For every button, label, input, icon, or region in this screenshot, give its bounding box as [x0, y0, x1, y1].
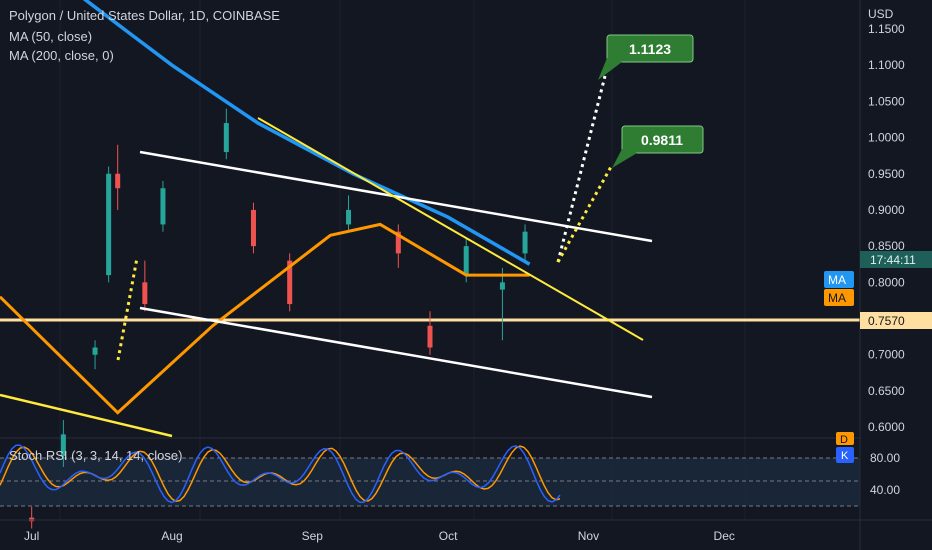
candle: [60, 419, 66, 467]
target-1[interactable]: 1.1123: [598, 34, 694, 80]
price-tick: 0.6000: [868, 420, 905, 434]
candle-body: [160, 188, 166, 225]
price-tick: 0.8500: [868, 239, 905, 253]
svg-text:80.00: 80.00: [870, 451, 900, 465]
price-tick: 0.9000: [868, 203, 905, 217]
candle-body: [395, 231, 401, 254]
channel-lower[interactable]: [139, 306, 653, 399]
price-tick: 1.0000: [868, 131, 905, 145]
time-tick: Oct: [439, 529, 458, 543]
projection-2: [556, 164, 614, 263]
candle-body: [463, 246, 469, 276]
candle-body: [287, 260, 293, 305]
candle-body: [142, 282, 148, 305]
target-2-label: 0.9811: [641, 132, 683, 148]
target-1-label: 1.1123: [629, 41, 671, 57]
target-2[interactable]: 0.9811: [612, 125, 704, 168]
ma-blue-badge[interactable]: [824, 271, 854, 288]
candles: [29, 108, 528, 529]
trendline-lower[interactable]: [0, 393, 173, 438]
candle: [250, 202, 256, 254]
candle-body: [250, 209, 256, 247]
trendline-upper[interactable]: [257, 117, 644, 341]
stoch-ticks: 80.00 40.00: [870, 451, 900, 497]
ma200-line[interactable]: [0, 222, 530, 415]
countdown-text: 17:44:11: [870, 253, 916, 267]
candle: [223, 108, 229, 160]
price-tick: 0.8000: [868, 275, 905, 289]
candle-body: [106, 173, 112, 276]
time-tick: Dec: [714, 529, 735, 543]
stoch-rsi-label[interactable]: Stoch RSI (3, 3, 14, 14, close): [9, 448, 183, 463]
candle: [287, 253, 293, 312]
candle: [160, 180, 166, 232]
grid: [59, 0, 746, 520]
time-tick: Aug: [161, 529, 182, 543]
ma50-line[interactable]: [0, 0, 531, 266]
candle-body: [346, 209, 352, 225]
candle: [29, 506, 35, 529]
price-tick: 0.6500: [868, 384, 905, 398]
stoch-band: [0, 458, 860, 506]
indicator-ma50[interactable]: MA (50, close): [9, 29, 93, 44]
stoch-k-line: [0, 444, 561, 504]
svg-text:K: K: [841, 450, 849, 462]
time-tick: Nov: [578, 529, 599, 543]
price-tick: 0.7000: [868, 348, 905, 362]
candle: [427, 311, 433, 355]
svg-text:MA: MA: [828, 273, 846, 287]
svg-text:0.7570: 0.7570: [868, 314, 905, 328]
stoch-k-tag[interactable]: [836, 447, 854, 463]
candle-body: [60, 434, 66, 457]
candle-body: [223, 123, 229, 153]
candle: [142, 260, 148, 312]
stoch-d-tag[interactable]: [836, 432, 854, 445]
pump-projection: [116, 257, 139, 361]
candle: [106, 166, 112, 283]
candle-body: [92, 347, 98, 355]
candle: [499, 267, 505, 341]
candle: [395, 224, 401, 268]
svg-text:40.00: 40.00: [870, 483, 900, 497]
price-tick: 0.9500: [868, 167, 905, 181]
time-tick: Sep: [302, 529, 324, 543]
candle: [92, 340, 98, 370]
svg-text:D: D: [840, 434, 848, 446]
stoch-rsi: [0, 444, 561, 504]
time-ticks: Jul Aug Sep Oct Nov Dec: [24, 529, 735, 543]
svg-text:MA: MA: [828, 291, 846, 305]
candle: [522, 224, 528, 261]
candle-body: [29, 517, 35, 522]
candle: [115, 144, 121, 210]
chart-title: Polygon / United States Dollar, 1D, COIN…: [9, 8, 280, 23]
candle-body: [427, 325, 433, 348]
time-tick: Jul: [24, 529, 39, 543]
countdown-badge: [860, 251, 932, 268]
price-tick: 1.0500: [868, 94, 905, 108]
support-price-badge: [860, 312, 932, 329]
currency-label: USD: [868, 7, 894, 21]
candle-body: [499, 282, 505, 290]
candle-body: [522, 231, 528, 254]
candle-body: [115, 173, 121, 189]
indicator-ma200[interactable]: MA (200, close, 0): [9, 48, 114, 63]
price-tick: 1.1000: [868, 58, 905, 72]
candle: [346, 195, 352, 232]
ma-orange-badge[interactable]: [824, 289, 854, 306]
price-tick: 1.1500: [868, 22, 905, 36]
